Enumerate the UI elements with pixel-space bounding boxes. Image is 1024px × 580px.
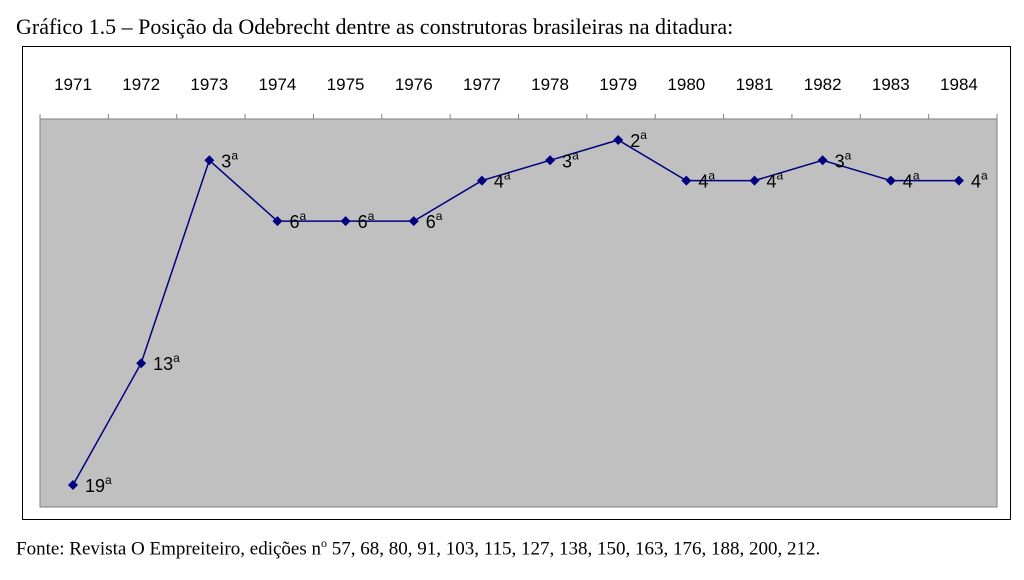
data-point-marker	[272, 216, 283, 227]
data-label: 4a	[903, 169, 920, 192]
source-superscript: o	[320, 536, 327, 550]
data-point-marker	[136, 358, 147, 369]
data-label: 3a	[562, 148, 579, 171]
x-tick-label: 1981	[736, 75, 774, 94]
data-label: 2a	[630, 128, 647, 151]
data-label: 4a	[767, 169, 784, 192]
x-tick-label: 1979	[599, 75, 637, 94]
data-point-marker	[885, 175, 896, 186]
x-tick-label: 1980	[667, 75, 705, 94]
data-point-marker	[749, 175, 760, 186]
x-tick-label: 1972	[122, 75, 160, 94]
data-point-marker	[408, 216, 419, 227]
data-label: 13a	[153, 351, 180, 374]
plot-area	[39, 118, 998, 508]
data-label: 4a	[971, 169, 988, 192]
data-label: 6a	[289, 209, 306, 232]
x-tick-label: 1975	[327, 75, 365, 94]
x-tick-label: 1983	[872, 75, 910, 94]
data-label: 6a	[358, 209, 375, 232]
source-text-start: Fonte: Revista O Empreiteiro, edições n	[16, 538, 321, 560]
data-label: 3a	[221, 148, 238, 171]
data-point-marker	[68, 480, 78, 490]
data-point-marker	[476, 175, 487, 186]
source-text-end: 57, 68, 80, 91, 103, 115, 127, 138, 150,…	[326, 538, 821, 560]
x-tick-label: 1978	[531, 75, 569, 94]
chart-frame	[22, 46, 1011, 520]
x-tick-label: 1973	[190, 75, 228, 94]
data-point-marker	[204, 155, 215, 166]
x-tick-label: 1976	[395, 75, 433, 94]
data-label: 19a	[85, 473, 112, 496]
data-point-marker	[953, 175, 964, 186]
x-tick-label: 1974	[259, 75, 297, 94]
figure-title: Gráfico 1.5 – Posição da Odebrecht dentr…	[16, 14, 734, 39]
data-label: 4a	[494, 169, 511, 192]
x-tick-label: 1984	[940, 75, 978, 94]
data-point-marker	[545, 155, 556, 166]
x-tick-label: 1977	[463, 75, 501, 94]
x-tick-label: 1982	[804, 75, 842, 94]
data-point-marker	[681, 175, 692, 186]
x-tick-label: 1971	[54, 75, 92, 94]
data-point-marker	[340, 216, 351, 227]
data-label: 3a	[835, 148, 852, 171]
data-label: 6a	[426, 209, 443, 232]
data-point-marker	[817, 155, 828, 166]
figure-source: Fonte: Revista O Empreiteiro, edições no…	[16, 536, 820, 560]
series-line	[72, 139, 959, 486]
data-point-marker	[613, 135, 624, 145]
data-label: 4a	[698, 169, 715, 192]
